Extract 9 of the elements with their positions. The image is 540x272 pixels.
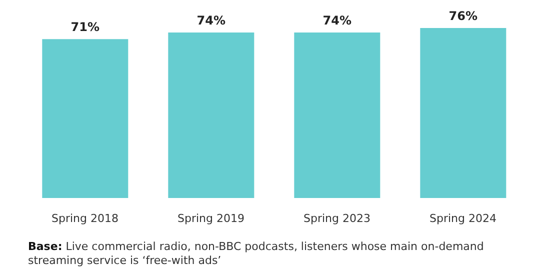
data-label: 74% [322, 13, 352, 28]
text: Base: Live commercial radio, non-BBC podcasts, listeners whose main on-demand streaming service is ‘free-with ads’ [28, 240, 485, 268]
data-label: 74% [196, 13, 226, 28]
x-tick-label: Spring 2018 [52, 212, 118, 225]
x-tick-label: Spring 2023 [304, 212, 370, 225]
x-tick-label: Spring 2019 [178, 212, 244, 225]
x-tick-label: Spring 2024 [430, 212, 496, 225]
data-label: 71% [70, 20, 100, 34]
data-label: 76% [448, 9, 478, 23]
